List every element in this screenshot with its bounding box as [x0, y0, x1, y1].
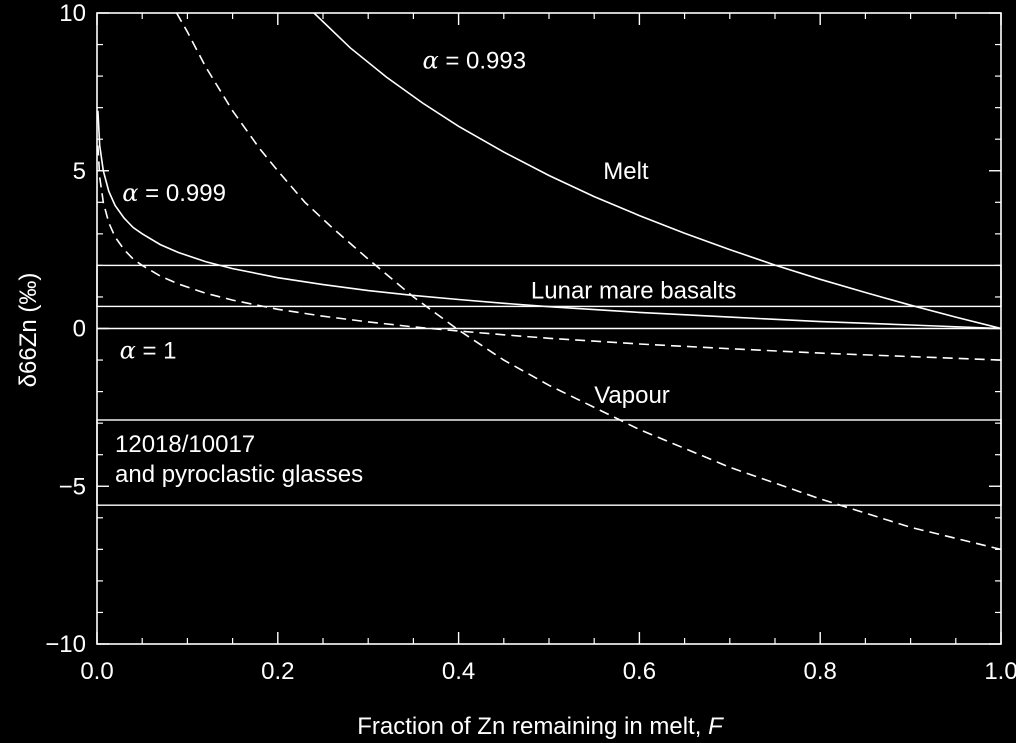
- alpha-label: α = 0.999: [122, 179, 226, 207]
- x-tick-label: 0.0: [80, 658, 113, 685]
- series-line-melt-alpha-0_999: [97, 110, 1001, 330]
- series-line-vapour-alpha-0_993: [175, 13, 1001, 551]
- y-tick-label: 5: [73, 158, 86, 185]
- band-label-line: and pyroclastic glasses: [115, 461, 363, 488]
- x-tick-label: 0.8: [804, 658, 837, 685]
- curve-label: Lunar mare basalts: [531, 278, 736, 305]
- y-tick-label: 10: [59, 0, 86, 27]
- x-tick-label: 0.6: [623, 658, 656, 685]
- x-tick-label: 0.4: [442, 658, 475, 685]
- x-tick-label: 0.2: [261, 658, 294, 685]
- alpha-label: α = 1: [120, 337, 177, 365]
- curve-label: Vapour: [594, 382, 670, 409]
- series-line-melt-alpha-0_993: [313, 13, 1001, 330]
- axis-ticks: [96, 12, 1002, 645]
- curve-label: Melt: [603, 158, 649, 185]
- series-group: [97, 13, 1001, 551]
- alpha-label: α = 0.993: [422, 46, 526, 74]
- band-label-line: 12018/10017: [115, 431, 255, 458]
- tick-labels: 0.0 0.2 0.4 0.6 0.8 1.0 −10 −5 0 5 10: [45, 0, 1016, 685]
- annotations: α = 0.993 α = 0.999 α = 1 Melt Vapour Lunar m…: [115, 46, 736, 488]
- y-tick-label: 0: [73, 316, 86, 343]
- y-tick-label: −10: [45, 631, 86, 658]
- y-tick-label: −5: [59, 473, 86, 500]
- x-tick-label: 1.0: [984, 658, 1016, 685]
- y-axis-title: δ66Zn (‰): [15, 273, 42, 388]
- x-axis-title: Fraction of Zn remaining in melt, F: [357, 713, 724, 740]
